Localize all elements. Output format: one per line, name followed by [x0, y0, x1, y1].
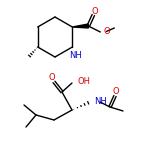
Text: NH: NH — [94, 97, 107, 105]
Text: OH: OH — [77, 76, 90, 85]
Text: O: O — [91, 7, 98, 16]
Polygon shape — [72, 24, 88, 28]
Text: O: O — [113, 88, 119, 97]
Text: NH: NH — [69, 51, 82, 60]
Text: O: O — [103, 28, 110, 36]
Text: O: O — [49, 74, 55, 83]
